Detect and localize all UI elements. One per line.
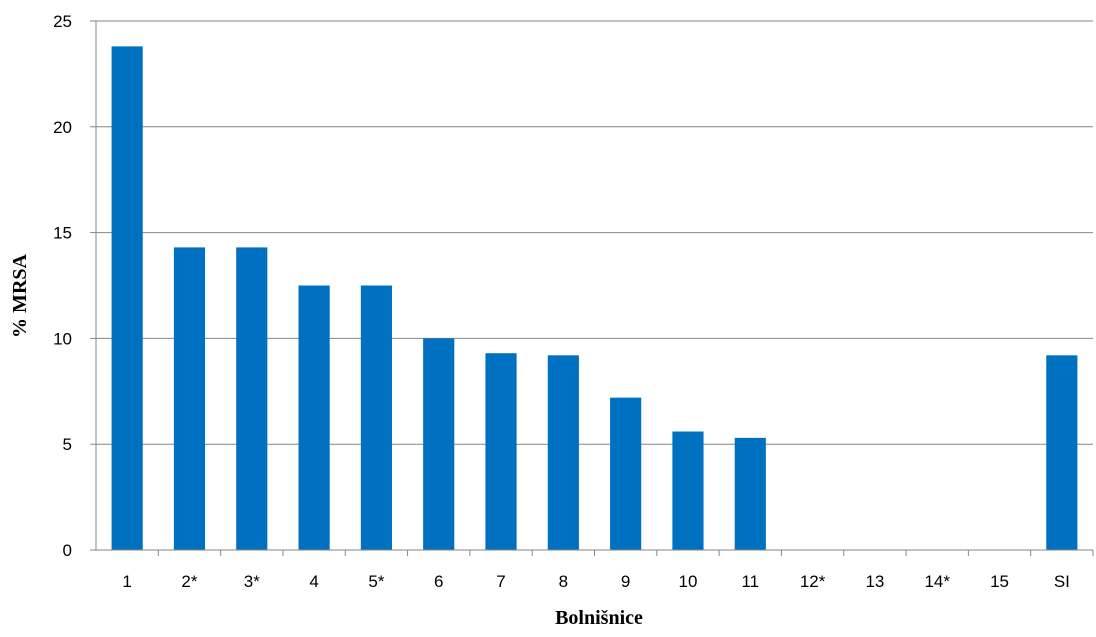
x-tick-label: 13	[865, 572, 884, 591]
x-tick-label: 4	[309, 572, 318, 591]
y-tick-label: 0	[63, 541, 72, 560]
bar-3-star	[236, 247, 268, 551]
y-tick-label: 25	[53, 12, 72, 31]
y-tick-label: 5	[63, 435, 72, 454]
bar-8	[547, 355, 579, 550]
bar-si	[1046, 355, 1078, 550]
bar-4	[298, 285, 330, 550]
x-tick-label: 10	[679, 572, 698, 591]
x-tick-label: 8	[559, 572, 568, 591]
bar-6	[423, 338, 455, 550]
y-tick-label: 10	[53, 329, 72, 348]
bar-5-star	[360, 285, 392, 550]
x-tick-label: 14*	[924, 572, 950, 591]
bars	[111, 46, 1078, 551]
bar-2-star	[173, 247, 206, 551]
bar-9	[610, 397, 642, 550]
x-tick-label: 1	[122, 572, 131, 591]
y-tick-label: 15	[53, 224, 72, 243]
bar-7	[485, 353, 517, 550]
x-tick-label: 2*	[181, 572, 197, 591]
x-tick-label: SI	[1054, 572, 1070, 591]
y-axis-title: % MRSA	[9, 254, 31, 338]
x-tick-label: 3*	[244, 572, 260, 591]
x-tick-label: 5*	[368, 572, 384, 591]
x-tick-label: 6	[434, 572, 443, 591]
bar-11	[734, 437, 766, 550]
bar-10	[672, 431, 704, 550]
x-axis-title: Bolnišnice	[555, 607, 643, 629]
y-tick-label: 20	[53, 118, 72, 137]
x-tick-label: 7	[496, 572, 505, 591]
axes	[90, 20, 1094, 556]
x-tick-label: 15	[990, 572, 1009, 591]
bar-1	[111, 46, 143, 550]
x-tick-label: 9	[621, 572, 630, 591]
x-tick-label: 11	[741, 572, 759, 591]
x-tick-label: 12*	[800, 572, 826, 591]
